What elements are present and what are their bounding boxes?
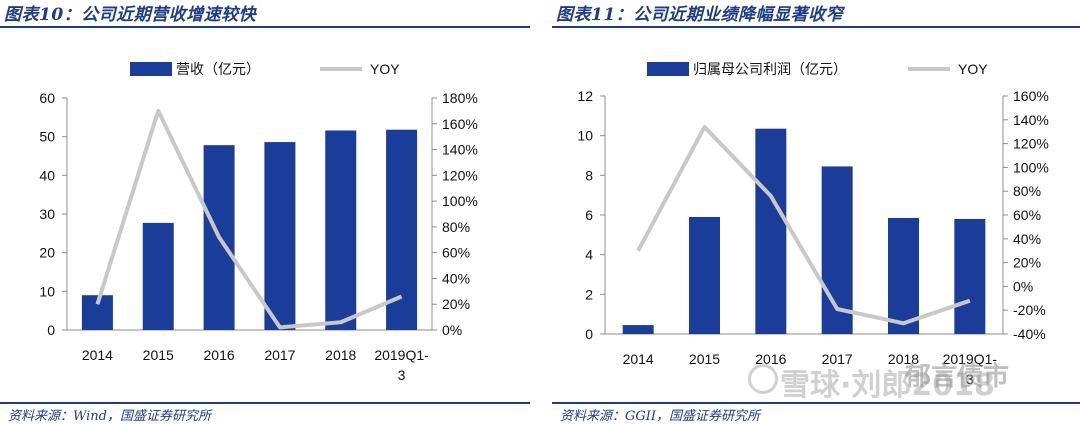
source-rule [0,402,530,404]
figure-title: 图表11：公司近期业绩降幅显著收窄 [556,5,844,25]
bar [755,128,787,334]
legend-line-label: YOY [370,61,400,77]
bar [264,142,296,330]
legend-bar-label: 营收（亿元） [176,61,260,77]
y-right-tick-label: 60% [442,245,470,261]
y-right-tick-label: 0% [1013,278,1033,294]
y-right-tick-label: 20% [442,296,470,312]
y-right-tick-label: 180% [442,90,478,106]
figure-title: 图表10：公司近期营收增速较快 [4,5,257,25]
chart-panel-profit: 图表11：公司近期业绩降幅显著收窄 0 2 4 6 8 10 12 -40% -20% 0% 20%… [552,0,1080,424]
legend-bar-swatch [647,62,689,76]
watermark-text: 雪球·刘郎2018 [780,368,995,403]
legend-bar-swatch [130,62,172,76]
snowball-logo-icon [748,364,778,394]
x-tick-label: 2016 [204,347,235,363]
x-tick-label: 2015 [689,351,720,367]
y-right-tick-label: 140% [1013,112,1049,128]
x-tick-label: 2014 [82,347,113,363]
x-tick-label: 2019Q1- [943,351,998,367]
y-right-tick-label: 140% [442,142,478,158]
bar [888,217,919,334]
y-right-tick-label: 100% [442,193,478,209]
x-tick-label: 2018 [325,347,356,363]
y-left-tick-label: 20 [39,245,55,261]
y-right-tick-label: 80% [1013,183,1041,199]
x-tick-label: 2018 [888,351,919,367]
x-tick-label: 2016 [755,351,786,367]
y-right-tick-label: 120% [1013,136,1049,152]
y-right-tick-label: 40% [442,270,470,286]
y-right-tick-label: 20% [1013,255,1041,271]
source-rule [552,402,1080,404]
title-rule [552,26,1080,28]
y-right-tick-label: 0% [442,322,462,338]
x-tick-label: 2017 [822,351,853,367]
y-right-tick-label: 120% [442,167,478,183]
y-left-tick-label: 0 [585,326,593,342]
x-tick-label: 2015 [143,347,174,363]
yoy-line [636,124,971,326]
source-note: 资料来源：Wind，国盛证券研究所 [8,409,211,424]
x-tick-label: 3 [966,371,974,387]
y-left-tick-label: 6 [585,207,593,223]
y-right-tick-label: 160% [1013,88,1049,104]
y-left-tick-label: 4 [585,247,593,263]
watermark-secondary: 郁言债市 [905,362,1010,392]
y-left-tick-label: 8 [585,167,593,183]
y-left-tick-label: 12 [577,88,593,104]
bar [142,222,174,330]
x-tick-label: 2019Q1- [374,347,429,363]
x-tick-label: 2017 [264,347,295,363]
x-tick-label: 2014 [623,351,654,367]
bar [689,216,720,334]
y-left-tick-label: 40 [39,167,55,183]
chart-panel-revenue: 图表10：公司近期营收增速较快 0 10 20 30 40 50 60 0% 20% 40% 60%… [0,0,530,424]
y-right-tick-label: 160% [442,116,478,132]
bar [954,218,986,334]
yoy-line [95,108,403,330]
legend-line-label: YOY [958,61,988,77]
y-left-tick-label: 0 [47,322,55,338]
y-left-tick-label: 10 [577,128,593,144]
y-left-tick-label: 2 [585,286,593,302]
y-right-tick-label: -20% [1013,302,1046,318]
bar [622,325,654,334]
y-right-tick-label: 60% [1013,207,1041,223]
y-right-tick-label: 40% [1013,231,1041,247]
y-left-tick-label: 60 [39,90,55,106]
y-right-tick-label: 80% [442,219,470,235]
y-right-tick-label: -40% [1013,326,1046,342]
revenue-chart: 0 10 20 30 40 50 60 0% 20% 40% 60% 80% 100% 120% 140% 1… [39,61,478,383]
source-note: 资料来源：GGII，国盛证券研究所 [560,409,761,424]
profit-chart: 0 2 4 6 8 10 12 -40% -20% 0% 20% 40% 60% 80% 100% 120% 1… [577,61,1049,387]
y-left-tick-label: 10 [39,283,55,299]
title-rule [0,26,530,28]
x-tick-label: 3 [398,367,406,383]
bar [325,130,357,330]
legend-bar-label: 归属母公司利润（亿元） [693,61,847,77]
y-left-tick-label: 30 [39,206,55,222]
y-left-tick-label: 50 [39,129,55,145]
y-right-tick-label: 100% [1013,159,1049,175]
